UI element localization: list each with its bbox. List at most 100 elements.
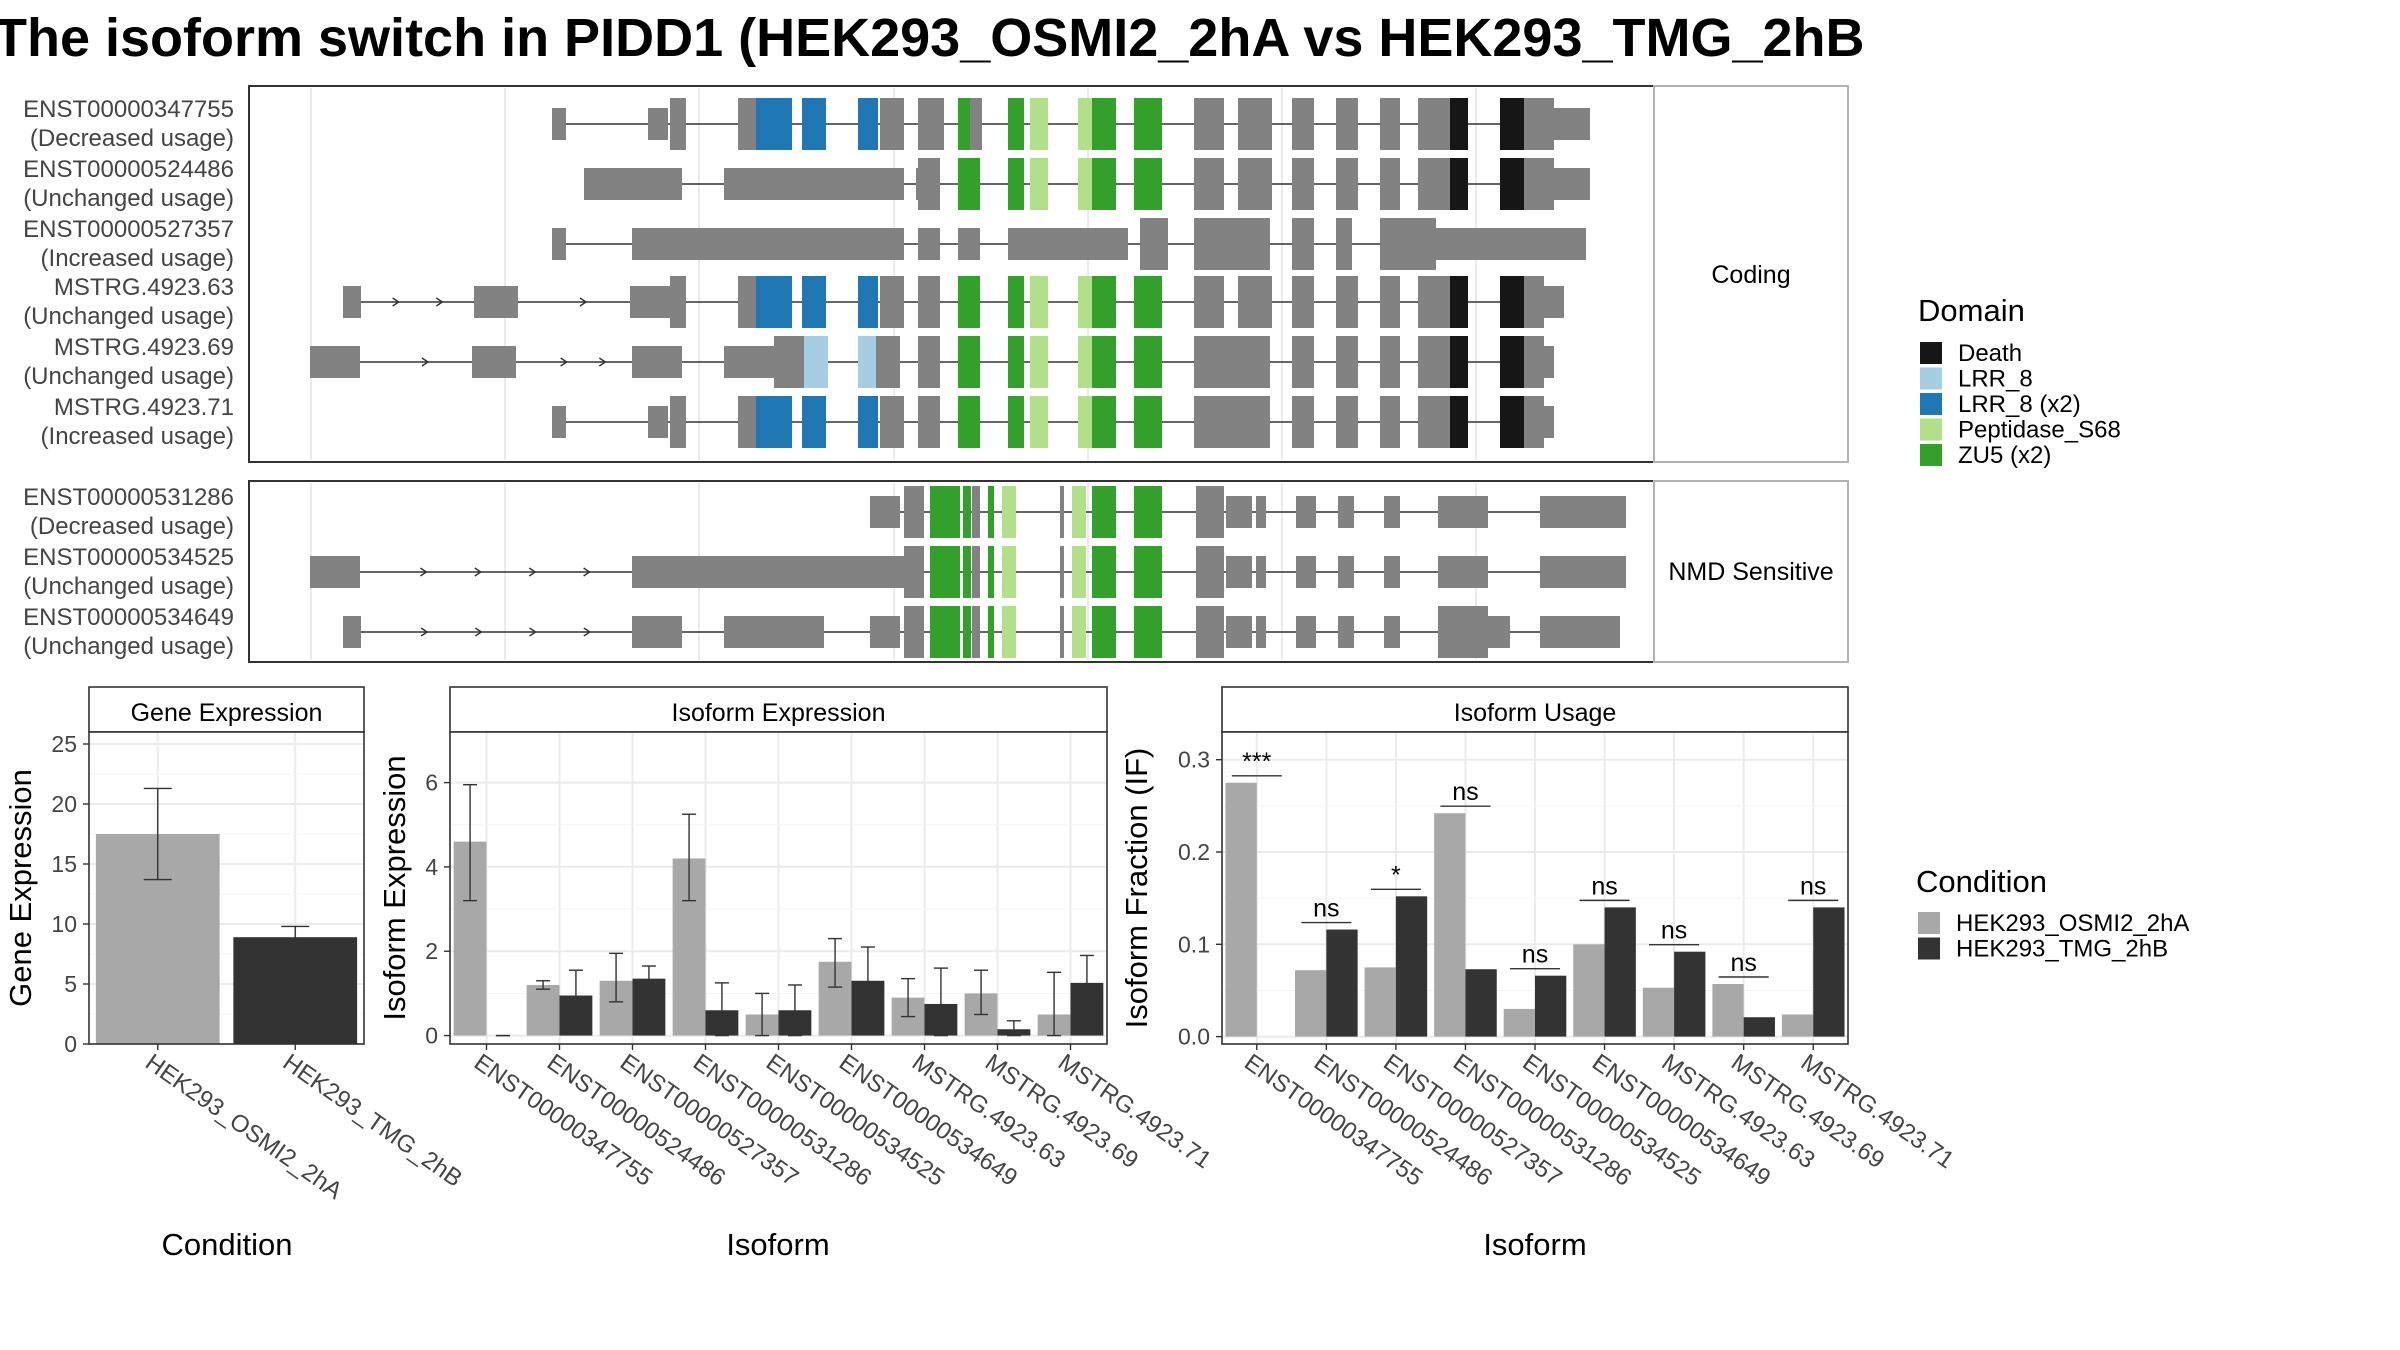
transcript-track	[343, 606, 1620, 658]
exon-block	[1008, 228, 1128, 260]
exon-block	[632, 556, 904, 588]
exon-block	[1226, 496, 1252, 528]
domain-legend-swatch	[1920, 342, 1942, 364]
exon-block	[1524, 336, 1544, 388]
exon-block	[1256, 616, 1266, 648]
strand-arrow-icon	[420, 627, 429, 637]
exon-block	[1134, 98, 1162, 150]
bar	[233, 937, 358, 1044]
exon-block	[343, 286, 361, 318]
domain-legend-title: Domain	[1918, 293, 2025, 328]
exon-block	[1078, 158, 1092, 210]
bar	[1712, 984, 1744, 1037]
bar	[1642, 987, 1675, 1037]
y-tick-label: 0.0	[1178, 1024, 1210, 1050]
transcript-id-label: ENST00000527357	[23, 216, 234, 243]
exon-block	[648, 406, 668, 438]
strand-arrow-icon	[583, 567, 591, 577]
exon-block	[1092, 546, 1116, 598]
exon-block	[1524, 276, 1544, 328]
transcript-track	[310, 546, 1626, 598]
exon-block	[802, 396, 826, 448]
exon-block	[1030, 98, 1048, 150]
exon-block	[1226, 616, 1252, 648]
exon-block	[670, 396, 686, 448]
transcript-id-label: ENST00000534525	[23, 544, 234, 571]
bar	[1674, 951, 1706, 1037]
exon-block	[724, 346, 774, 378]
exon-block	[1134, 546, 1162, 598]
exon-block	[870, 616, 900, 648]
y-tick-label: 6	[425, 770, 438, 796]
exon-block	[632, 346, 682, 378]
exon-block	[552, 108, 566, 140]
bar	[1535, 975, 1567, 1037]
exon-block	[1292, 336, 1314, 388]
domain-legend-label: Death	[1958, 340, 2022, 367]
bar	[1225, 782, 1257, 1037]
strand-arrow-icon	[474, 567, 483, 577]
exon-block	[1002, 606, 1016, 658]
exon-block	[1292, 276, 1314, 328]
exon-block	[918, 336, 940, 388]
exon-block	[1134, 606, 1162, 658]
exon-block	[1296, 556, 1316, 588]
exon-block	[1194, 396, 1270, 448]
exon-block	[1336, 276, 1358, 328]
exon-block	[958, 276, 980, 328]
exon-block	[1194, 218, 1270, 270]
panel-title: Isoform Expression	[672, 699, 886, 727]
domain-legend-swatch	[1920, 418, 1942, 441]
strand-arrow-icon	[392, 297, 400, 307]
strand-arrow-icon	[421, 357, 430, 367]
condition-legend-title: Condition	[1916, 864, 2047, 899]
exon-block	[1194, 98, 1224, 150]
figure-title-group: The isoform switch in PIDD1 (HEK293_OSMI…	[0, 8, 1865, 68]
exon-block	[1418, 158, 1452, 210]
exon-block	[1092, 606, 1116, 658]
domain-legend-label: Peptidase_S68	[1958, 417, 2121, 444]
exon-block	[1450, 158, 1468, 210]
exon-block	[930, 546, 960, 598]
exon-block	[963, 486, 971, 538]
exon-block	[1380, 218, 1436, 270]
exon-block	[1544, 406, 1554, 438]
domain-legend-swatch	[1920, 367, 1942, 390]
exon-block	[1544, 286, 1564, 318]
exon-block	[804, 336, 828, 388]
transcript-labels: ENST00000347755(Decreased usage)ENST0000…	[23, 96, 234, 660]
exon-block	[1336, 396, 1358, 448]
exon-block	[1380, 276, 1400, 328]
x-axis-title: Isoform	[726, 1227, 829, 1262]
strand-arrow-icon	[435, 297, 444, 307]
exon-block	[1060, 486, 1064, 538]
exon-block	[904, 486, 924, 538]
exon-block	[918, 228, 940, 260]
strand-arrow-icon	[420, 567, 428, 577]
exon-block	[1030, 396, 1048, 448]
panel-border	[88, 731, 365, 1045]
exon-block	[1072, 606, 1086, 658]
exon-block	[1078, 396, 1092, 448]
y-tick-label: 0.1	[1178, 931, 1210, 957]
exon-block	[1030, 336, 1048, 388]
transcript-usage-label: (Unchanged usage)	[23, 303, 234, 330]
exon-block	[1338, 556, 1354, 588]
exon-block	[1078, 336, 1092, 388]
exon-block	[858, 98, 878, 150]
exon-block	[1380, 396, 1400, 448]
transcript-track	[870, 486, 1626, 538]
significance-label: ns	[1591, 872, 1617, 900]
exon-block	[632, 228, 904, 260]
exon-block	[1450, 98, 1468, 150]
exon-block	[1384, 556, 1400, 588]
exon-block	[1336, 336, 1358, 388]
exon-block	[1002, 486, 1016, 538]
transcript-track	[310, 336, 1554, 388]
exon-block	[972, 606, 980, 658]
exon-block	[1238, 276, 1272, 328]
exon-block	[1336, 98, 1358, 150]
panel-strip	[88, 686, 365, 733]
exon-block	[670, 276, 686, 328]
exon-block	[648, 108, 668, 140]
